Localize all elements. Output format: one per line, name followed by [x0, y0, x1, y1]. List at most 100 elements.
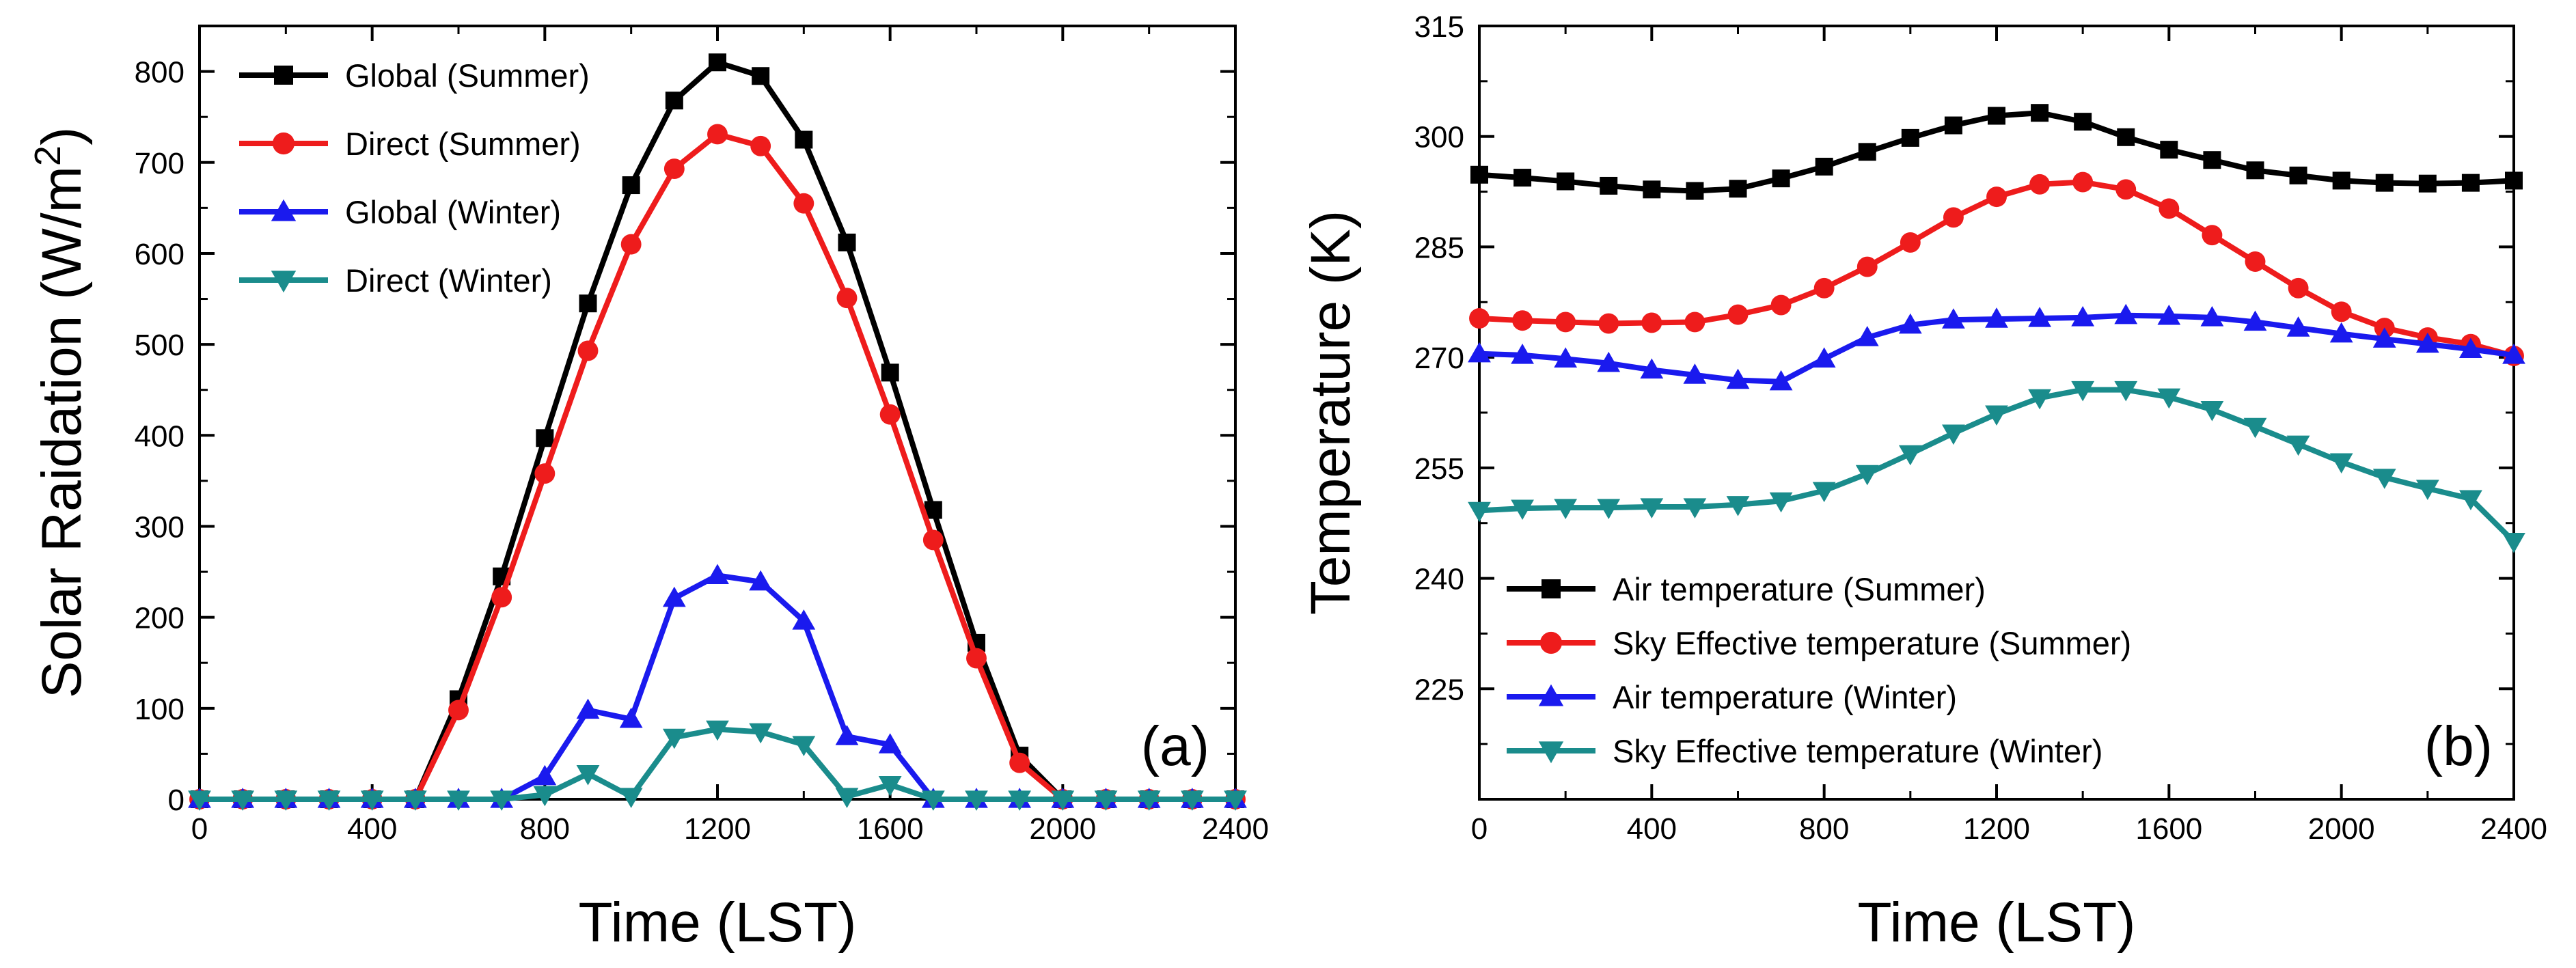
data-point-a-4: [274, 790, 298, 811]
data-point-a-4: [490, 790, 514, 811]
legend-swatch-marker-b-2: [1539, 631, 1563, 654]
legend-label-b-4: Sky Effective temperature (Winter): [1613, 733, 2102, 769]
legend-entry-a-1: Global (Summer): [239, 57, 590, 94]
data-point-b-4: [2372, 469, 2396, 489]
data-point-a-4: [965, 790, 988, 811]
data-point-b-3: [2372, 327, 2396, 348]
data-point-a-2: [966, 648, 987, 669]
data-point-b-3: [2459, 337, 2482, 358]
data-point-b-3: [2243, 310, 2267, 331]
data-point-b-3: [1855, 326, 1879, 346]
series-line-b-2: [1479, 179, 2515, 359]
data-point-a-4: [878, 776, 902, 797]
series-a-4: [188, 720, 1247, 811]
y-tick-label-a: 300: [135, 510, 184, 544]
data-point-a-4: [662, 728, 686, 749]
data-point-b-3: [2114, 303, 2138, 324]
data-point-b-3: [1769, 370, 1793, 391]
series-b-1: [1470, 104, 2523, 200]
data-point-b-3: [2157, 304, 2181, 325]
data-point-b-2: [1555, 312, 1576, 333]
data-point-b-2: [1813, 277, 1835, 299]
x-tick-label-a: 400: [347, 812, 397, 846]
legend-entry-b-3: Air temperature (Winter): [1507, 679, 1957, 715]
x-tick-label-b: 1200: [1963, 812, 2030, 846]
data-point-a-2: [707, 124, 728, 145]
data-point-b-3: [2502, 344, 2525, 364]
data-point-b-4: [1898, 445, 1922, 466]
data-point-a-1: [665, 92, 683, 110]
panel-label-a: (a): [1141, 715, 1209, 777]
legend-label-b-3: Air temperature (Winter): [1613, 679, 1957, 715]
data-point-a-4: [447, 790, 470, 811]
data-point-b-2: [2159, 198, 2180, 219]
legend-swatch-marker-b-1: [1542, 579, 1561, 598]
legend-swatch-marker-b-4: [1538, 741, 1564, 764]
data-point-b-1: [1643, 180, 1661, 199]
x-tick-label-a: 1600: [857, 812, 924, 846]
legend-swatch-marker-a-2: [272, 132, 295, 155]
data-point-b-1: [2375, 174, 2394, 192]
data-point-b-4: [2459, 490, 2482, 511]
data-point-a-2: [750, 135, 771, 156]
data-point-b-3: [2028, 307, 2051, 327]
data-point-b-1: [1557, 172, 1575, 191]
y-axis-title-a-suffix: ): [31, 127, 93, 146]
data-point-b-2: [1943, 207, 1964, 228]
data-point-a-3: [835, 725, 859, 745]
x-tick-label-b: 2000: [2308, 812, 2375, 846]
data-point-a-4: [1180, 790, 1204, 811]
data-point-a-4: [1137, 790, 1161, 811]
data-point-a-4: [749, 723, 773, 744]
data-point-b-1: [1513, 169, 1532, 187]
data-point-a-1: [838, 233, 856, 251]
x-tick-label-b: 0: [1471, 812, 1488, 846]
data-point-b-1: [1729, 180, 1747, 198]
data-point-b-2: [1598, 313, 1619, 334]
x-tick-label-b: 1600: [2135, 812, 2202, 846]
data-point-a-4: [1224, 790, 1247, 811]
x-tick-label-a: 2000: [1029, 812, 1096, 846]
x-tick-label-b: 800: [1799, 812, 1849, 846]
data-point-b-3: [2329, 322, 2353, 343]
data-point-b-1: [2117, 128, 2135, 146]
y-tick-label-b: 255: [1414, 452, 1464, 486]
legend-entry-a-3: Global (Winter): [239, 194, 561, 230]
data-point-b-4: [2114, 381, 2138, 402]
data-point-a-4: [576, 765, 600, 786]
series-line-a-1: [200, 59, 1235, 802]
x-tick-label-b: 400: [1627, 812, 1677, 846]
data-point-b-3: [1640, 358, 1664, 379]
data-point-a-4: [1094, 790, 1118, 811]
data-point-b-1: [2289, 166, 2307, 184]
data-point-b-2: [2115, 179, 2137, 200]
legend-label-a-1: Global (Summer): [345, 57, 590, 94]
y-tick-label-a: 100: [135, 693, 184, 726]
data-point-b-4: [1855, 465, 1879, 486]
legend-swatch-marker-a-1: [274, 66, 293, 85]
data-point-b-3: [1468, 342, 1491, 363]
x-tick-label-a: 0: [191, 812, 208, 846]
y-tick-label-a: 700: [135, 147, 184, 180]
data-point-a-1: [881, 363, 899, 382]
data-point-a-2: [448, 700, 469, 721]
data-point-b-3: [1554, 347, 1578, 368]
data-point-b-3: [2200, 306, 2224, 327]
data-point-b-1: [1600, 176, 1618, 195]
data-point-b-3: [1942, 308, 1965, 329]
data-point-b-2: [2245, 251, 2266, 272]
legend-label-a-4: Direct (Winter): [345, 262, 552, 299]
x-tick-label-a: 2400: [1202, 812, 1269, 846]
data-point-a-1: [579, 294, 597, 313]
y-axis-title-a-sup: 2: [27, 146, 68, 166]
data-point-a-3: [576, 698, 600, 719]
data-point-a-3: [792, 609, 816, 630]
legend-entry-b-2: Sky Effective temperature (Summer): [1507, 625, 2131, 661]
data-point-b-1: [1944, 116, 1962, 135]
data-point-b-2: [1512, 310, 1533, 331]
legend-entry-b-4: Sky Effective temperature (Winter): [1507, 733, 2102, 769]
data-point-b-1: [2505, 171, 2523, 190]
data-point-a-4: [533, 786, 557, 807]
data-point-b-2: [2331, 301, 2352, 322]
data-point-a-3: [706, 564, 729, 585]
